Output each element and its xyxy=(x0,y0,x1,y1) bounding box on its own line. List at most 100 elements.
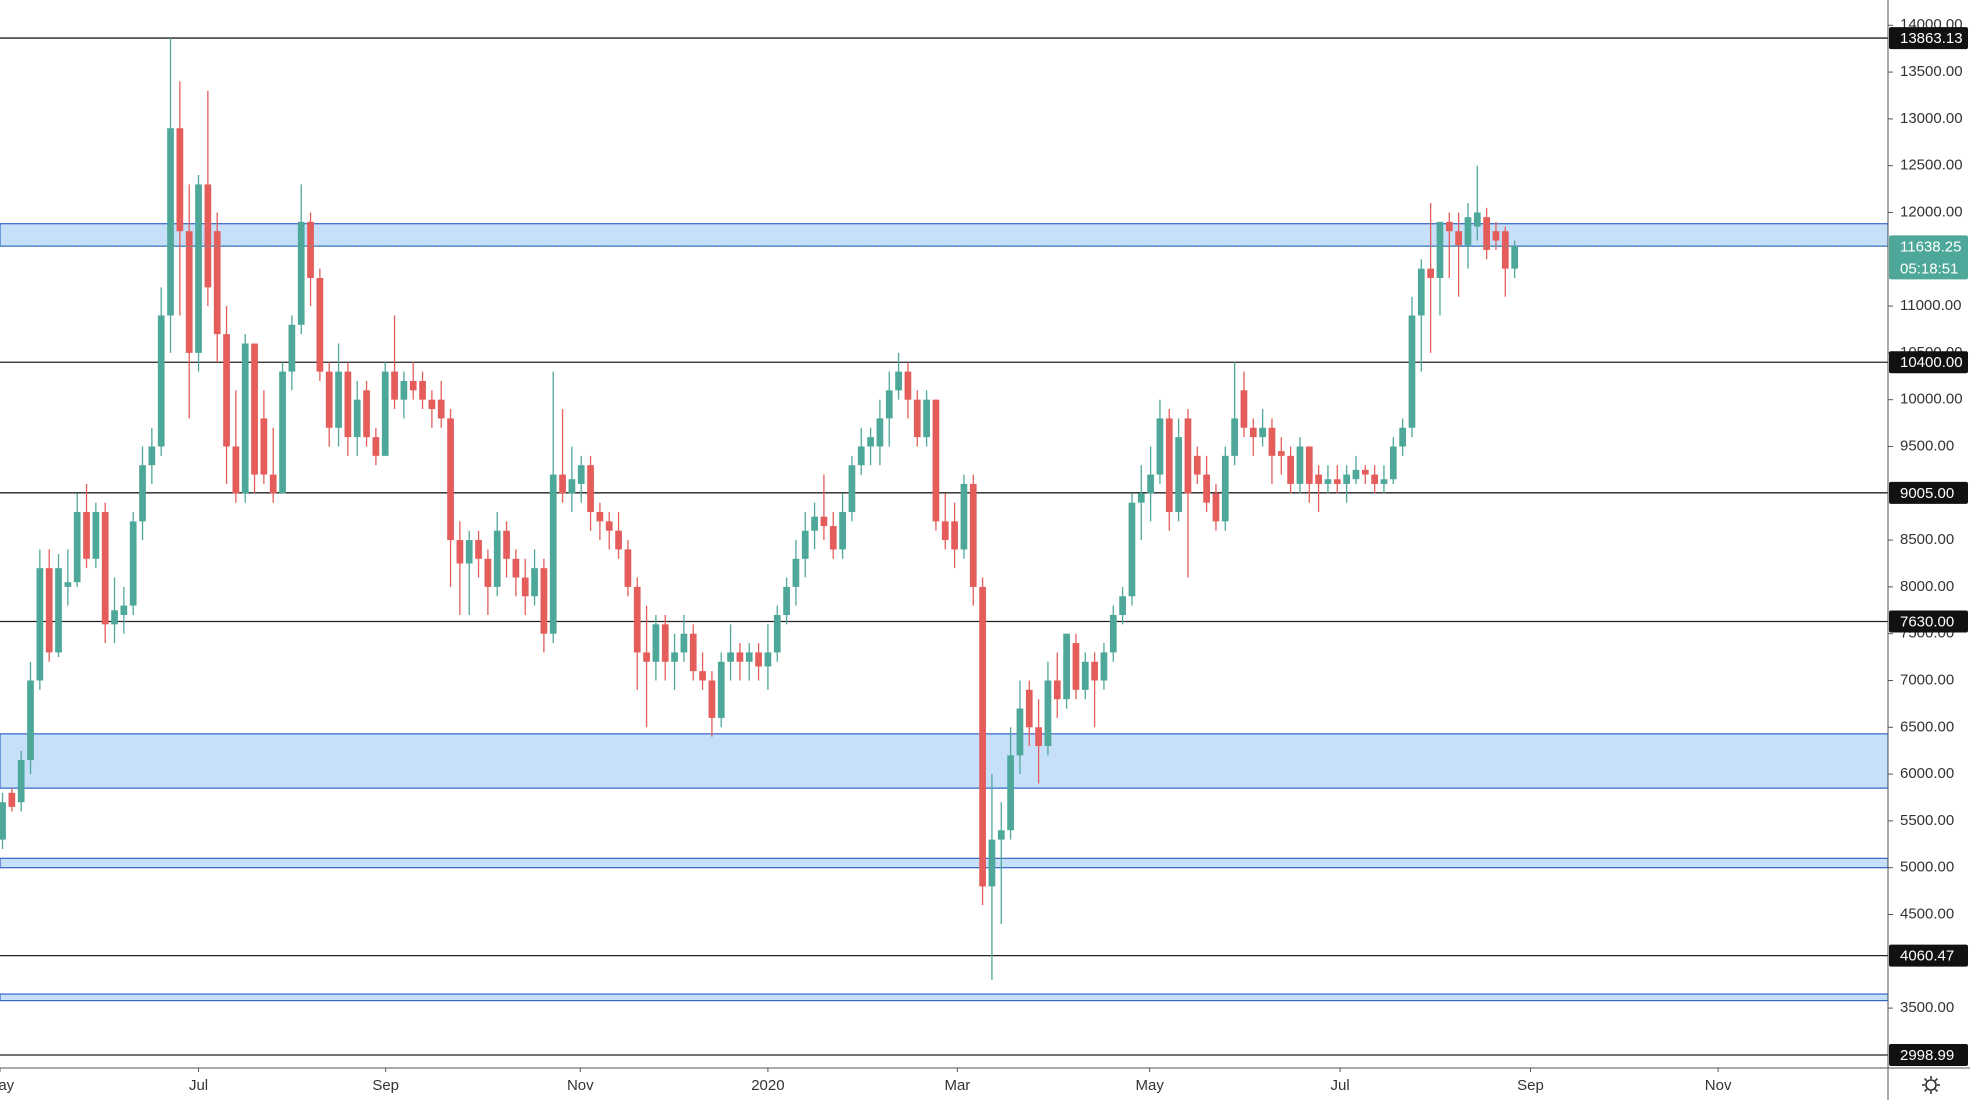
level-label-box xyxy=(1889,27,1968,50)
candle-body xyxy=(820,516,828,527)
candle-body xyxy=(764,652,772,667)
candle-body xyxy=(773,614,781,653)
candle-body xyxy=(1343,474,1350,484)
candle-body xyxy=(531,568,538,597)
y-tick-label: 7000.00 xyxy=(1900,671,1954,688)
settings-icon[interactable] xyxy=(1922,1076,1940,1094)
x-tick-label: May xyxy=(1136,1077,1165,1094)
candle-body xyxy=(1025,689,1033,728)
candle-body xyxy=(988,839,996,887)
candle-body xyxy=(839,512,846,550)
x-tick-label: Jul xyxy=(189,1077,208,1094)
candle-body xyxy=(1361,469,1369,475)
candle-body xyxy=(1147,474,1154,494)
candle-body xyxy=(419,380,426,400)
level-label: 9005.00 xyxy=(1900,485,1954,502)
zone xyxy=(0,223,1888,247)
y-tick-label: 13500.00 xyxy=(1900,63,1963,80)
candle-body xyxy=(1221,455,1229,522)
candle-body xyxy=(213,231,221,335)
candle-body xyxy=(857,446,865,466)
candle-body xyxy=(204,184,212,288)
candle-body xyxy=(297,221,305,325)
y-tick-label: 12500.00 xyxy=(1900,157,1963,174)
candle-body xyxy=(1296,446,1304,484)
y-tick-label: 8500.00 xyxy=(1900,531,1954,548)
y-tick-label: 11000.00 xyxy=(1900,297,1961,314)
candle-body xyxy=(101,512,109,625)
countdown-label: 05:18:51 xyxy=(1900,260,1958,277)
candle-body xyxy=(475,540,482,559)
candle-body xyxy=(335,371,342,428)
candle-body xyxy=(969,483,977,587)
candle-body xyxy=(36,568,44,681)
candle-body xyxy=(1277,451,1285,456)
level-label-box xyxy=(1889,481,1968,504)
candle-body xyxy=(1165,418,1173,513)
candle-body xyxy=(829,526,837,550)
candle-body xyxy=(73,512,81,583)
zone xyxy=(0,857,1888,869)
candle-body xyxy=(1371,474,1378,484)
candle-body xyxy=(1333,479,1341,484)
candle-body xyxy=(727,652,734,662)
candle-body xyxy=(540,568,548,634)
candle-body xyxy=(913,399,921,438)
candle-body xyxy=(241,343,249,494)
x-tick-label: Sep xyxy=(372,1077,399,1094)
candle-body xyxy=(1399,427,1406,447)
candle-body xyxy=(1464,217,1472,246)
level-label: 13863.13 xyxy=(1900,30,1963,47)
candle-body xyxy=(1287,455,1294,484)
y-tick-label: 5500.00 xyxy=(1900,812,1954,829)
y-tick-label: 6500.00 xyxy=(1900,718,1954,735)
candle-body xyxy=(1137,493,1145,503)
candle-body xyxy=(951,521,958,550)
candle-body xyxy=(8,792,16,807)
candle-body xyxy=(83,512,90,559)
y-tick-label: 10000.00 xyxy=(1900,391,1963,408)
candle-body xyxy=(1427,268,1434,278)
candle-body xyxy=(1473,212,1481,227)
level-label-box xyxy=(1889,944,1968,967)
candle-body xyxy=(512,558,520,578)
candle-body xyxy=(111,610,118,625)
candle-body xyxy=(223,334,230,447)
candle-body xyxy=(1156,418,1164,475)
candle-body xyxy=(316,277,324,372)
plot-area xyxy=(0,37,1888,1056)
y-tick-label: 5000.00 xyxy=(1900,859,1954,876)
candle-body xyxy=(605,521,613,531)
candle-body xyxy=(139,465,146,522)
level-label: 4060.47 xyxy=(1900,948,1954,965)
y-tick-label: 9500.00 xyxy=(1900,437,1954,454)
candle-body xyxy=(381,371,389,456)
candle-body xyxy=(465,540,473,564)
candle-body xyxy=(1501,231,1509,269)
candle-body xyxy=(559,474,566,494)
candle-body xyxy=(167,128,174,316)
candle-body xyxy=(353,399,361,438)
last-price-label: 11638.25 xyxy=(1900,238,1961,255)
candle-body xyxy=(1483,217,1490,250)
candle-body xyxy=(1445,221,1453,232)
candle-body xyxy=(708,680,716,718)
candle-body xyxy=(45,568,53,653)
candle-body xyxy=(1268,427,1276,456)
candle-body xyxy=(484,558,492,587)
candle-body xyxy=(1053,680,1061,700)
candle-body xyxy=(1016,708,1024,756)
candle-body xyxy=(801,530,809,559)
candle-body xyxy=(279,371,286,494)
candle-body xyxy=(129,521,137,606)
candle-body xyxy=(1044,680,1052,747)
candle-body xyxy=(288,324,296,372)
candle-body xyxy=(811,516,818,531)
candle-body xyxy=(783,586,790,615)
candle-body xyxy=(232,446,240,494)
candle-body xyxy=(1072,643,1080,690)
candle-body xyxy=(372,437,380,456)
candle-body xyxy=(549,474,557,634)
x-tick-label: Mar xyxy=(944,1077,970,1094)
candle-body xyxy=(27,680,34,761)
